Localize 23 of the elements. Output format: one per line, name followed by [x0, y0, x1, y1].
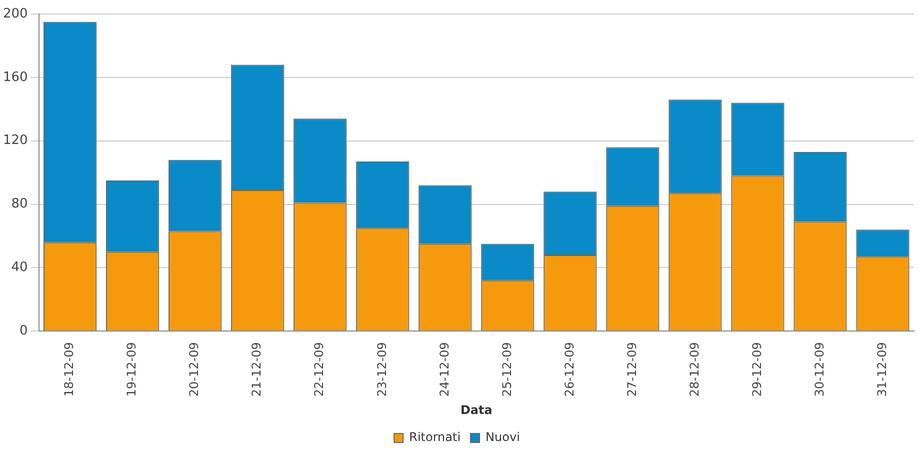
x-tick-label: 25-12-09 — [500, 342, 514, 397]
x-tick-label: 27-12-09 — [624, 342, 639, 397]
x-tick-label: 29-12-09 — [750, 342, 764, 397]
x-tick-label: 23-12-09 — [374, 342, 389, 397]
x-tick-label: 30-12-09 — [812, 342, 826, 397]
y-tick-label: 120 — [2, 133, 28, 148]
x-tick-label: 28-12-09 — [687, 342, 702, 397]
y-tick-label: 160 — [2, 70, 28, 85]
y-tick-label: 0 — [20, 324, 28, 339]
legend-label: Ritornati — [409, 430, 461, 444]
x-axis-title: Data — [460, 402, 492, 417]
x-tick-label: 18-12-09 — [62, 342, 76, 397]
y-tick-label: 80 — [11, 196, 28, 212]
x-tick-label: 20-12-09 — [187, 342, 202, 397]
x-tick-label: 22-12-09 — [312, 342, 326, 397]
x-tick-label: 26-12-09 — [562, 342, 576, 397]
x-tick-label: 21-12-09 — [250, 342, 264, 397]
y-tick-label: 200 — [2, 6, 28, 22]
x-tick-label: 31-12-09 — [874, 342, 889, 397]
y-tick-label: 40 — [11, 260, 28, 276]
x-tick-label: 24-12-09 — [437, 342, 452, 397]
legend-label: Nuovi — [486, 430, 520, 444]
x-tick-label: 19-12-09 — [124, 342, 139, 397]
